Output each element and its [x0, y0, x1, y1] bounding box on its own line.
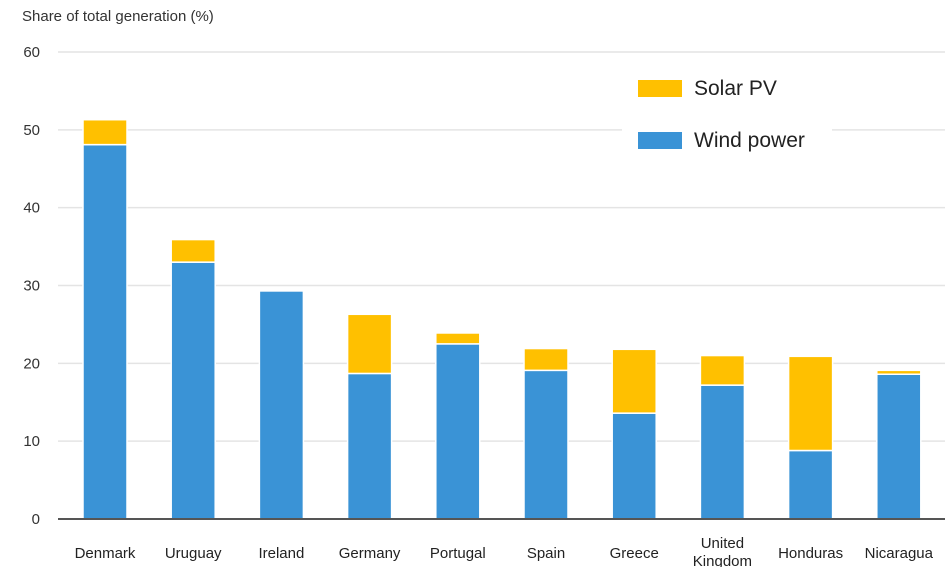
- bar-wind-power-honduras: [787, 449, 834, 520]
- y-axis-title: Share of total generation (%): [22, 8, 214, 25]
- x-tick-label: Uruguay: [165, 545, 222, 562]
- y-tick-label: 20: [23, 355, 40, 372]
- x-tick-label: Germany: [339, 545, 401, 562]
- x-tick-label: Spain: [527, 545, 565, 562]
- x-tick-label: United: [701, 535, 744, 552]
- bar-wind-power-spain: [523, 369, 569, 520]
- bar-solar-pv-denmark: [82, 118, 128, 146]
- legend: Solar PV Wind power: [622, 62, 832, 170]
- x-tick-label: Denmark: [75, 545, 136, 562]
- y-axis-ticks: 0 10 20 30 40 50 60: [23, 44, 40, 528]
- x-tick-label-line2: Kingdom: [693, 553, 752, 567]
- bar-solar-pv-honduras: [787, 355, 834, 452]
- bar-solar-pv-uruguay: [170, 238, 216, 263]
- bar-solar-pv-spain: [523, 347, 569, 372]
- x-tick-label: Greece: [610, 545, 659, 562]
- y-tick-label: 0: [32, 511, 40, 528]
- bar-wind-power-germany: [346, 372, 393, 520]
- y-tick-label: 40: [23, 200, 40, 217]
- bar-solar-pv-united-kingdom: [699, 354, 746, 386]
- bar-solar-pv-germany: [346, 313, 393, 375]
- bar-wind-power-uruguay: [170, 261, 216, 520]
- y-tick-label: 30: [23, 278, 40, 295]
- x-tick-label: Ireland: [258, 545, 304, 562]
- bar-wind-power-denmark: [82, 143, 128, 520]
- legend-label-wind-power: Wind power: [694, 129, 805, 152]
- y-tick-label: 50: [23, 122, 40, 139]
- bar-wind-power-nicaragua: [876, 373, 922, 520]
- bar-solar-pv-portugal: [435, 332, 481, 345]
- bar-wind-power-portugal: [435, 343, 481, 520]
- legend-label-solar-pv: Solar PV: [694, 77, 777, 100]
- bars: [82, 118, 922, 520]
- bar-solar-pv-nicaragua: [876, 369, 922, 375]
- bar-solar-pv-greece: [611, 348, 657, 414]
- bar-wind-power-ireland: [258, 290, 305, 520]
- y-tick-label: 10: [23, 433, 40, 450]
- bar-wind-power-united-kingdom: [699, 384, 746, 520]
- legend-swatch-solar-pv: [638, 80, 682, 97]
- x-tick-label: Honduras: [778, 545, 843, 562]
- y-tick-label: 60: [23, 44, 40, 61]
- x-tick-label: Portugal: [430, 545, 486, 562]
- x-axis-labels: Denmark Uruguay Ireland Germany Portugal Spai…: [75, 535, 934, 567]
- bar-wind-power-greece: [611, 412, 657, 520]
- legend-swatch-wind-power: [638, 132, 682, 149]
- x-tick-label: Nicaragua: [865, 545, 934, 562]
